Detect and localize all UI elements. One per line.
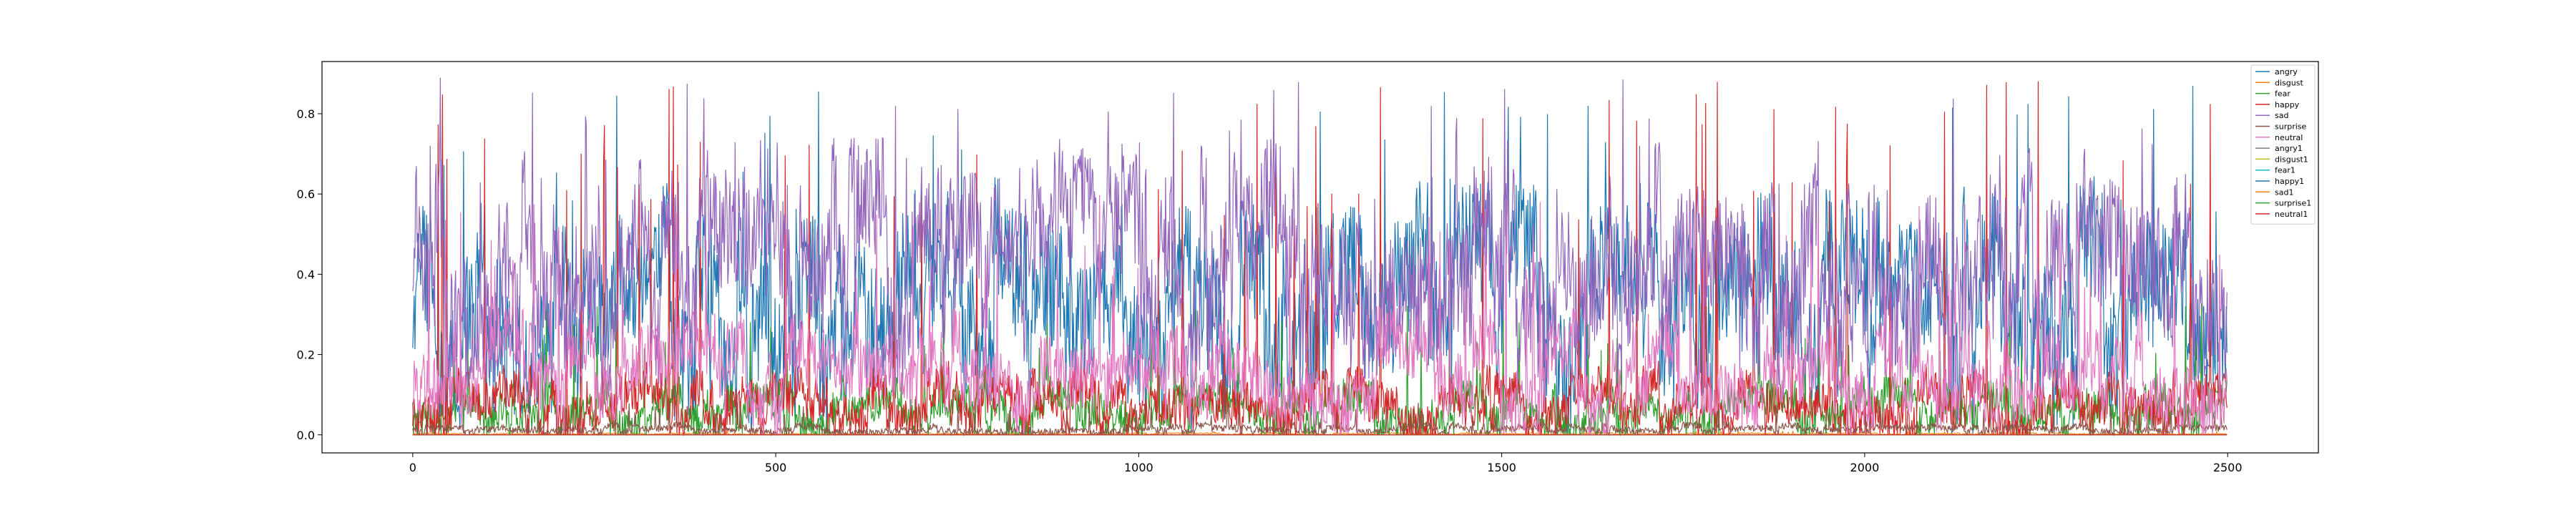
- legend-label-disgust1: disgust1: [2275, 155, 2308, 164]
- series-line-disgust: [412, 429, 2228, 436]
- legend-label-surprise1: surprise1: [2275, 199, 2311, 208]
- axis-layer: 0 500 1000 1500 2000 2500 0.0 0.2 0.4 0.6 0.8: [297, 107, 2243, 474]
- legend-label-angry: angry: [2275, 67, 2298, 77]
- series-line-neutral: [412, 195, 2228, 435]
- y-tick-label: 0.0: [297, 429, 315, 442]
- legend-label-surprise: surprise: [2275, 122, 2307, 132]
- legend-label-sad: sad: [2275, 111, 2288, 120]
- series-line-sad: [412, 77, 2228, 399]
- y-tick-label: 0.8: [297, 107, 315, 121]
- x-tick-label: 1500: [1487, 461, 1516, 474]
- legend-label-happy: happy: [2275, 100, 2300, 109]
- series-line-surprise: [412, 402, 2228, 436]
- y-tick-label: 0.2: [297, 348, 315, 362]
- legend-label-neutral: neutral: [2275, 133, 2303, 142]
- series-layer: [412, 77, 2228, 437]
- y-tick-label: 0.4: [297, 268, 315, 281]
- legend-label-sad1: sad1: [2275, 187, 2293, 197]
- legend-label-fear1: fear1: [2275, 166, 2296, 175]
- x-tick-label: 2500: [2213, 461, 2243, 474]
- x-tick-label: 1000: [1124, 461, 1153, 474]
- plot-frame: [321, 61, 2319, 454]
- legend-label-neutral1: neutral1: [2275, 210, 2308, 219]
- legend-label-angry1: angry1: [2275, 144, 2303, 153]
- legend-label-disgust: disgust: [2275, 78, 2303, 87]
- x-tick-label: 500: [765, 461, 787, 474]
- x-tick-label: 2000: [1850, 461, 1880, 474]
- series-line-angry: [412, 85, 2228, 435]
- legend-label-fear: fear: [2275, 89, 2290, 99]
- x-tick-label: 0: [409, 461, 416, 474]
- y-tick-label: 0.6: [297, 187, 315, 201]
- legend-label-happy1: happy1: [2275, 177, 2304, 186]
